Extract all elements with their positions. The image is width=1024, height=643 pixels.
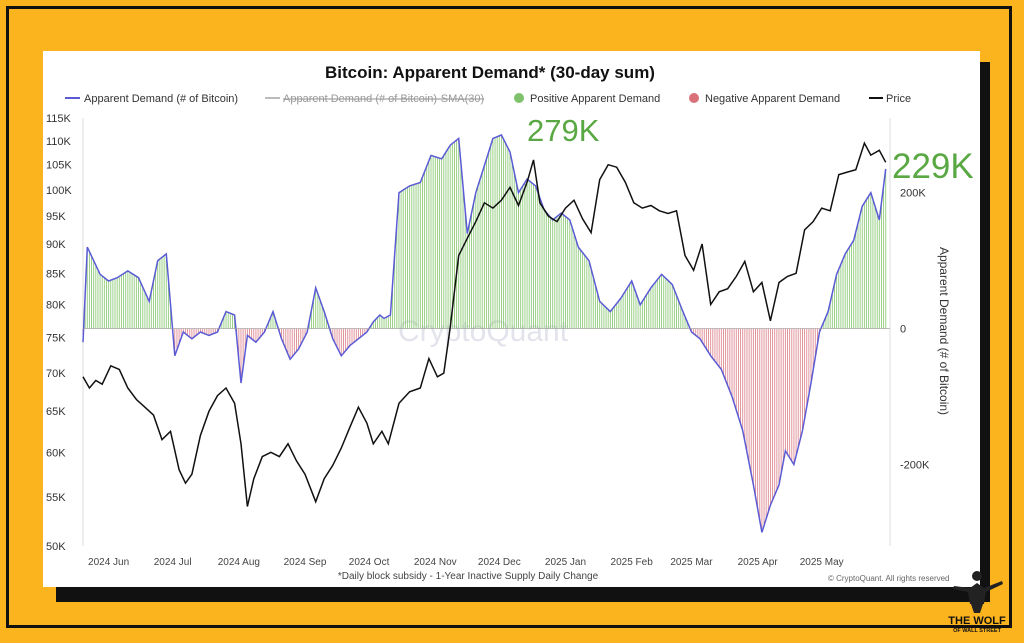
y-right-tick-label: 0 (900, 324, 906, 336)
x-tick-label: 2024 Jul (154, 557, 192, 568)
chart-card: Bitcoin: Apparent Demand* (30-day sum) A… (43, 51, 980, 587)
x-tick-label: 2024 Oct (349, 557, 390, 568)
y-left-tick-label: 115K (46, 113, 72, 125)
x-tick-label: 2025 May (800, 557, 844, 568)
legend-label: Apparent Demand (# of Bitcoin)-SMA(30) (283, 93, 484, 105)
logo-head (972, 571, 982, 581)
legend: Apparent Demand (# of Bitcoin) Apparent … (65, 93, 911, 105)
y-right-ticks: 200K 0 -200K (900, 188, 930, 472)
logo-legs (971, 604, 983, 613)
legend-item-sma30[interactable]: Apparent Demand (# of Bitcoin)-SMA(30) (265, 93, 484, 105)
page-frame (6, 6, 1012, 628)
y-left-tick-label: 95K (46, 211, 66, 223)
chart-title: Bitcoin: Apparent Demand* (30-day sum) (325, 63, 655, 82)
y-left-ticks: 50K 55K 60K 65K 70K 75K 80K 85K 90K 95K 100K 105K 11… (46, 113, 72, 553)
y-right-axis-label: Apparent Demand (# of Bitcoin) (937, 247, 951, 415)
x-tick-label: 2024 Nov (414, 557, 457, 568)
annotation-279k: 279K (527, 113, 600, 148)
chart-svg: Bitcoin: Apparent Demand* (30-day sum) A… (46, 63, 974, 583)
x-tick-label: 2025 Mar (670, 557, 713, 568)
x-tick-label: 2024 Aug (218, 557, 260, 568)
annotation-229k: 229K (892, 147, 974, 186)
wolf-logo: THE WOLF OF WALL STREET (940, 568, 1020, 638)
logo-text-sub: OF WALL STREET (953, 628, 1002, 634)
logo-text-main: THE WOLF (948, 615, 1006, 627)
watermark: CryptoQuant (398, 315, 569, 348)
demand-bars (82, 134, 887, 533)
y-left-tick-label: 90K (46, 239, 66, 251)
y-left-tick-label: 85K (46, 268, 66, 280)
footnote: *Daily block subsidy - 1-Year Inactive S… (338, 571, 599, 582)
y-left-tick-label: 50K (46, 541, 66, 553)
y-left-tick-label: 100K (46, 185, 72, 197)
legend-label: Negative Apparent Demand (705, 93, 840, 105)
legend-label: Apparent Demand (# of Bitcoin) (84, 93, 238, 105)
legend-item-price[interactable]: Price (869, 93, 911, 105)
apparent-demand-line (82, 134, 887, 533)
legend-item-positive[interactable]: Positive Apparent Demand (514, 93, 660, 105)
copyright: © CryptoQuant. All rights reserved (828, 574, 950, 583)
x-tick-label: 2025 Apr (738, 557, 779, 568)
legend-label: Price (886, 93, 911, 105)
price-line (82, 141, 887, 507)
y-left-tick-label: 70K (46, 368, 66, 380)
y-left-tick-label: 80K (46, 299, 66, 311)
logo-figure (953, 581, 1003, 604)
legend-item-negative[interactable]: Negative Apparent Demand (689, 93, 840, 105)
y-left-tick-label: 55K (46, 492, 66, 504)
x-tick-label: 2024 Sep (284, 557, 327, 568)
legend-item-apparent-demand[interactable]: Apparent Demand (# of Bitcoin) (65, 93, 238, 105)
y-left-tick-label: 110K (46, 136, 72, 148)
x-ticks: 2024 Jun 2024 Jul 2024 Aug 2024 Sep 2024 Oct… (88, 557, 844, 568)
x-tick-label: 2024 Dec (478, 557, 521, 568)
y-left-tick-label: 65K (46, 406, 66, 418)
x-tick-label: 2024 Jun (88, 557, 129, 568)
y-left-tick-label: 75K (46, 333, 66, 345)
y-left-tick-label: 105K (46, 160, 72, 172)
y-left-tick-label: 60K (46, 447, 66, 459)
x-tick-label: 2025 Jan (545, 557, 586, 568)
x-tick-label: 2025 Feb (611, 557, 654, 568)
y-right-tick-label: -200K (900, 459, 930, 471)
y-right-tick-label: 200K (900, 188, 926, 200)
legend-label: Positive Apparent Demand (530, 93, 660, 105)
